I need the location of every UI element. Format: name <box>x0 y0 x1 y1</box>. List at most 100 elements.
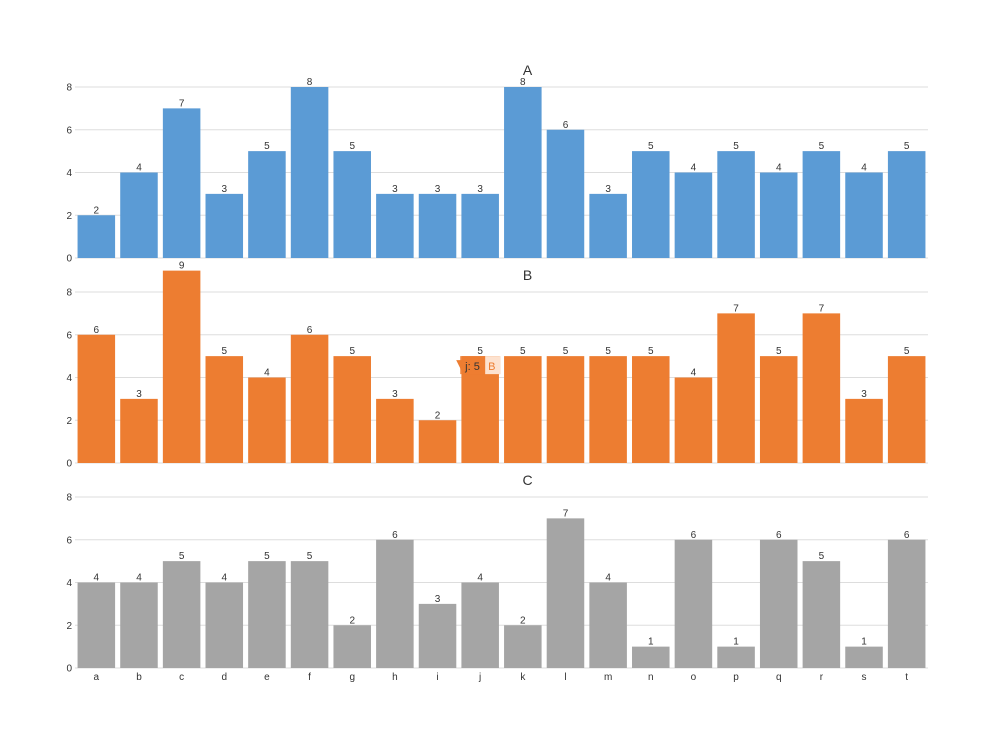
data-label: 5 <box>605 346 611 357</box>
data-label: 5 <box>307 551 313 562</box>
data-label: 5 <box>264 551 270 562</box>
x-tick-label: b <box>136 672 142 683</box>
bar-b-n <box>632 356 670 463</box>
x-tick-label: c <box>179 672 184 683</box>
x-tick-label: s <box>862 672 867 683</box>
bar-b-s <box>845 398 883 463</box>
data-label: 2 <box>349 615 355 626</box>
x-tick-label: g <box>349 672 355 683</box>
data-label: 3 <box>221 184 227 195</box>
data-label: 5 <box>179 551 185 562</box>
bar-c-t <box>887 539 926 668</box>
bar-b-t <box>887 356 926 463</box>
y-tick-label: 0 <box>66 254 72 265</box>
bar-a-r <box>802 151 841 258</box>
data-label: 5 <box>648 346 654 357</box>
bar-a-s <box>845 172 883 258</box>
bar-c-l <box>546 518 585 668</box>
tooltip-series-swatch <box>485 356 501 375</box>
tooltip-label: j: 5 <box>464 361 480 373</box>
x-tick-label: e <box>264 672 270 683</box>
data-label: 5 <box>819 141 825 152</box>
x-tick-label: j <box>478 672 481 683</box>
data-label: 4 <box>776 163 782 174</box>
data-label: 4 <box>94 573 100 584</box>
bar-b-k <box>504 356 542 463</box>
x-tick-label: p <box>733 672 739 683</box>
bar-a-o <box>674 172 713 258</box>
data-label: 4 <box>691 163 697 174</box>
y-tick-label: 6 <box>66 330 72 341</box>
data-label: 4 <box>861 163 867 174</box>
data-label: 5 <box>733 141 739 152</box>
x-tick-label: a <box>94 672 100 683</box>
data-label: 5 <box>776 346 782 357</box>
data-label: 7 <box>179 98 185 109</box>
bar-c-e <box>248 561 286 668</box>
data-label: 2 <box>520 615 526 626</box>
bar-c-k <box>504 625 542 668</box>
bar-b-m <box>589 356 627 463</box>
x-tick-label: m <box>604 672 612 683</box>
x-tick-label: d <box>221 672 227 683</box>
bar-b-c <box>162 270 201 463</box>
data-label: 9 <box>179 261 185 272</box>
x-tick-label: l <box>564 672 566 683</box>
bar-b-r <box>802 313 841 463</box>
data-label: 5 <box>264 141 270 152</box>
bar-b-g <box>333 356 371 463</box>
bar-a-k <box>504 87 542 258</box>
y-tick-label: 0 <box>66 664 72 675</box>
data-label: 2 <box>94 205 100 216</box>
bar-b-d <box>205 356 244 463</box>
bar-c-d <box>205 582 244 668</box>
data-label: 1 <box>733 637 739 648</box>
bar-c-g <box>333 625 371 668</box>
bar-a-f <box>290 87 329 258</box>
bar-a-t <box>887 151 926 258</box>
tooltip-series-label: B <box>488 361 495 373</box>
bar-c-f <box>290 561 329 668</box>
bar-b-a <box>77 334 116 463</box>
bar-c-j <box>461 582 499 668</box>
data-label: 6 <box>307 325 313 336</box>
y-tick-label: 4 <box>66 578 72 589</box>
y-tick-label: 0 <box>66 459 72 470</box>
bar-c-c <box>162 561 201 668</box>
data-label: 5 <box>904 346 910 357</box>
data-label: 6 <box>904 530 910 541</box>
bar-c-i <box>418 603 457 668</box>
data-label: 1 <box>861 637 867 648</box>
x-tick-label: k <box>520 672 526 683</box>
data-label: 4 <box>221 573 227 584</box>
y-tick-label: 8 <box>66 83 72 94</box>
bar-a-m <box>589 193 627 258</box>
bar-a-p <box>717 151 755 258</box>
bar-c-h <box>376 539 414 668</box>
x-tick-label: i <box>436 672 438 683</box>
data-label: 4 <box>691 368 697 379</box>
data-label: 5 <box>349 346 355 357</box>
data-label: 8 <box>520 77 526 88</box>
x-tick-label: t <box>905 672 908 683</box>
data-label: 8 <box>307 77 313 88</box>
data-label: 3 <box>392 184 398 195</box>
bar-a-e <box>248 151 286 258</box>
data-label: 5 <box>477 346 483 357</box>
y-tick-label: 8 <box>66 288 72 299</box>
bar-c-q <box>759 539 798 668</box>
data-label: 4 <box>605 573 611 584</box>
data-label: 3 <box>435 594 441 605</box>
data-label: 4 <box>136 163 142 174</box>
y-tick-label: 8 <box>66 493 72 504</box>
data-label: 3 <box>435 184 441 195</box>
data-label: 2 <box>435 410 441 421</box>
bar-b-q <box>759 356 798 463</box>
data-label: 6 <box>776 530 782 541</box>
y-tick-label: 4 <box>66 168 72 179</box>
bar-b-l <box>546 356 585 463</box>
bar-a-d <box>205 193 244 258</box>
data-label: 5 <box>349 141 355 152</box>
